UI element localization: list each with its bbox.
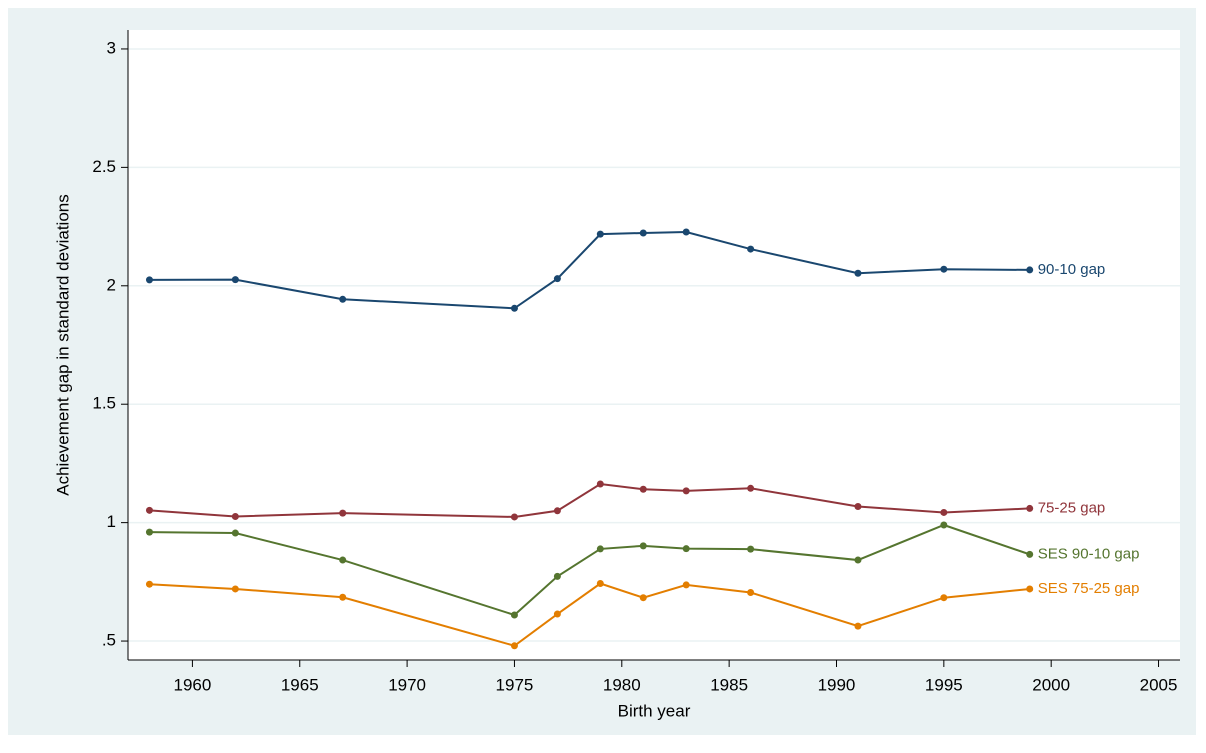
data-point — [145, 506, 153, 514]
data-point — [940, 521, 948, 529]
data-point — [145, 580, 153, 588]
data-point — [682, 545, 690, 553]
data-point — [510, 642, 518, 650]
x-tick-label: 1960 — [173, 675, 211, 694]
x-tick-label: 1970 — [388, 675, 426, 694]
data-point — [231, 512, 239, 520]
data-point — [940, 508, 948, 516]
series-line — [149, 523, 1031, 617]
data-point — [682, 487, 690, 495]
data-point — [1026, 585, 1034, 593]
x-tick-label: 1965 — [281, 675, 319, 694]
x-tick-label: 1995 — [925, 675, 963, 694]
data-point — [747, 245, 755, 253]
plot-area — [128, 30, 1180, 660]
x-tick-label: 2000 — [1032, 675, 1070, 694]
data-point — [747, 484, 755, 492]
series-line — [149, 582, 1030, 647]
data-point — [596, 545, 604, 553]
data-point — [339, 509, 347, 517]
y-tick-label: 2 — [107, 275, 116, 294]
data-point — [682, 581, 690, 589]
data-point — [854, 269, 862, 277]
data-point — [639, 594, 647, 602]
data-point — [1026, 550, 1034, 558]
y-tick-label: 1 — [107, 512, 116, 531]
data-point — [510, 513, 518, 521]
data-point — [596, 580, 604, 587]
data-point — [682, 228, 690, 236]
data-point — [553, 507, 561, 515]
data-point — [231, 276, 239, 284]
data-point — [940, 594, 948, 602]
data-point — [639, 485, 647, 493]
data-point — [339, 295, 347, 303]
series-line — [149, 231, 1030, 310]
data-point — [553, 610, 561, 618]
y-tick-label: 3 — [107, 38, 116, 57]
data-point — [339, 593, 347, 601]
data-point — [1026, 504, 1034, 512]
series-label: 75-25 gap — [1038, 499, 1106, 516]
x-tick-label: 2005 — [1140, 675, 1178, 694]
data-point — [339, 556, 347, 564]
data-point — [854, 503, 862, 511]
series-label: SES 90-10 gap — [1038, 545, 1140, 562]
data-point — [854, 622, 862, 630]
series-label: SES 75-25 gap — [1038, 580, 1140, 597]
x-tick-label: 1990 — [818, 675, 856, 694]
y-axis-title: Achievement gap in standard deviations — [53, 194, 72, 495]
y-tick-label: 1.5 — [92, 394, 116, 413]
data-point — [596, 480, 604, 488]
data-point — [553, 275, 561, 283]
series-label: 90-10 gap — [1038, 261, 1106, 278]
data-point — [231, 529, 239, 537]
x-tick-label: 1975 — [496, 675, 534, 694]
data-point — [510, 611, 518, 619]
data-point — [854, 556, 862, 564]
y-tick-label: 2.5 — [92, 157, 116, 176]
x-axis-title: Birth year — [618, 701, 691, 720]
x-tick-label: 1980 — [603, 675, 641, 694]
data-point — [1026, 266, 1034, 274]
data-point — [145, 528, 153, 536]
data-point — [639, 542, 647, 550]
y-tick-label: .5 — [102, 631, 116, 650]
data-point — [747, 545, 755, 553]
data-point — [553, 572, 561, 580]
series-line — [149, 482, 1030, 518]
data-point — [231, 585, 239, 593]
x-tick-label: 1985 — [710, 675, 748, 694]
data-point — [596, 230, 604, 238]
data-point — [940, 265, 948, 273]
data-point — [747, 589, 755, 596]
data-point — [510, 304, 518, 312]
data-point — [639, 229, 647, 237]
data-point — [145, 276, 153, 284]
